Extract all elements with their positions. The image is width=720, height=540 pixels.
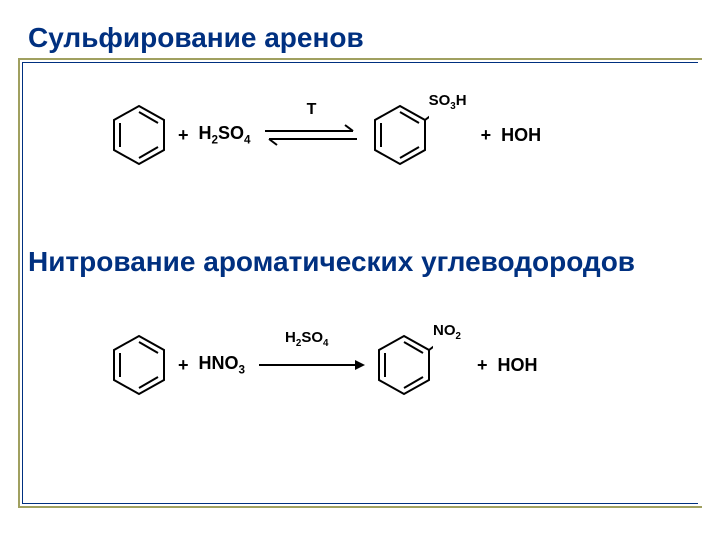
arrow-equilibrium: T: [261, 115, 361, 155]
benzene-icon: [110, 102, 168, 168]
reaction-sulfonation: + H2SO4 T SO3H + HOH: [110, 100, 541, 170]
plus-sign: +: [477, 355, 488, 376]
arrow-forward: H2SO4: [255, 345, 365, 385]
product-benzenesulfonic: SO3H: [371, 100, 471, 170]
substituent-so3h: SO3H: [429, 92, 467, 112]
arrow-label-h2so4: H2SO4: [285, 329, 328, 349]
reagent-h2so4: H2SO4: [199, 123, 251, 147]
plus-sign: +: [178, 355, 189, 376]
benzene-icon: [110, 332, 168, 398]
plus-sign: +: [178, 125, 189, 146]
byproduct-water: HOH: [498, 355, 538, 376]
substituent-no2: NO2: [433, 322, 461, 342]
reaction-nitration: + HNO3 H2SO4 NO2 + HOH: [110, 330, 538, 400]
plus-sign: +: [481, 125, 492, 146]
arrow-label-T: T: [307, 101, 317, 119]
heading-sulfonation: Сульфирование аренов: [28, 22, 364, 54]
product-nitrobenzene: NO2: [375, 330, 467, 400]
heading-nitration: Нитрование ароматических углеводородов: [28, 246, 635, 278]
byproduct-water: HOH: [501, 125, 541, 146]
reagent-hno3: HNO3: [199, 353, 246, 377]
